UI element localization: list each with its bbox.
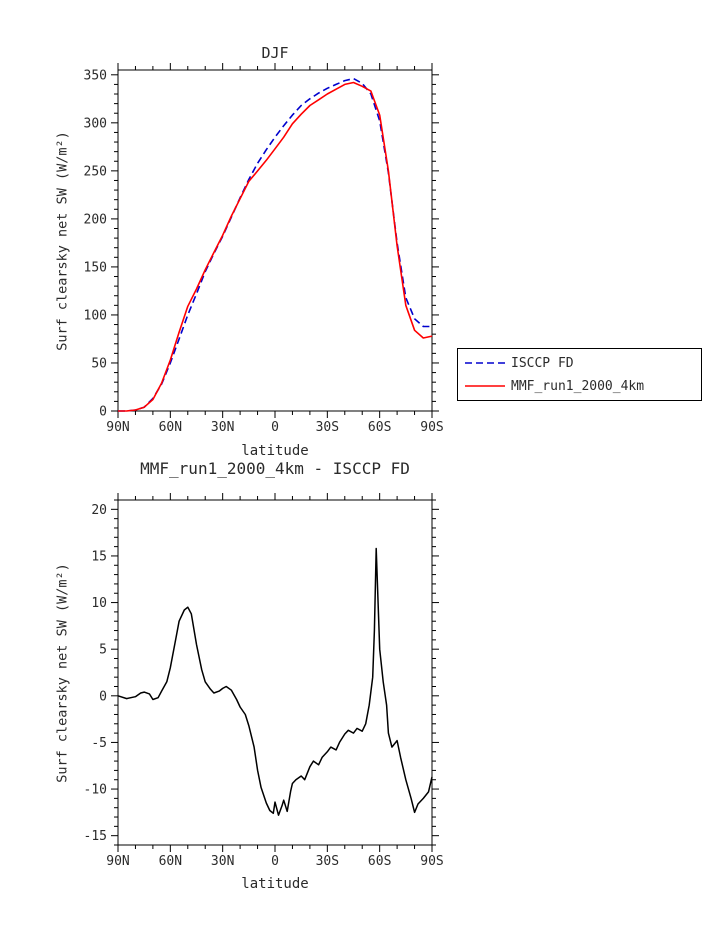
x-tick-label: 90N: [106, 854, 129, 869]
y-tick-label: 100: [84, 308, 107, 323]
y-tick-label: 5: [99, 643, 107, 658]
x-tick-label: 90S: [420, 854, 443, 869]
x-tick-label: 30N: [211, 854, 234, 869]
difference-line: [117, 547, 433, 816]
y-tick-label: 50: [91, 356, 107, 371]
y-tick-label: 20: [91, 503, 107, 518]
y-tick-label: 200: [84, 212, 107, 227]
legend: ISCCP FD MMF_run1_2000_4km: [457, 348, 702, 401]
y-tick-label: 10: [91, 596, 107, 611]
x-tick-label: 0: [271, 854, 279, 869]
top-chart-title: DJF: [261, 44, 289, 62]
legend-label-isccp-fd: ISCCP FD: [511, 355, 574, 371]
top-chart-xlabel: latitude: [241, 443, 309, 459]
isccp-fd-line: [118, 77, 432, 412]
plot-frame: [117, 69, 433, 412]
x-tick-label: 60N: [159, 854, 182, 869]
x-tick-label: 60S: [368, 420, 391, 435]
x-tick-label: 30S: [316, 420, 339, 435]
y-tick-label: -10: [84, 783, 107, 798]
plot-frame: [117, 499, 433, 846]
x-tick-label: 30N: [211, 420, 234, 435]
legend-item-mmf-run1: MMF_run1_2000_4km: [463, 376, 696, 396]
x-tick-label: 0: [271, 420, 279, 435]
y-tick-label: 15: [91, 549, 107, 564]
x-tick-label: 60S: [368, 854, 391, 869]
mmf-run1-line: [118, 81, 433, 412]
bottom-chart-ylabel: Surf clearsky net SW (W/m²): [54, 563, 71, 783]
y-tick-label: 0: [99, 689, 107, 704]
y-tick-label: 150: [84, 260, 107, 275]
x-tick-label: 90S: [420, 420, 443, 435]
legend-item-isccp-fd: ISCCP FD: [463, 353, 696, 373]
top-chart-ylabel: Surf clearsky net SW (W/m²): [54, 131, 71, 351]
x-tick-label: 90N: [106, 420, 129, 435]
x-tick-label: 30S: [316, 854, 339, 869]
isccp-fd-line-sample-icon: [465, 362, 505, 364]
y-tick-label: 0: [99, 405, 107, 420]
y-tick-label: -5: [91, 736, 107, 751]
bottom-chart-title: MMF_run1_2000_4km - ISCCP FD: [140, 459, 410, 478]
bottom-chart-xlabel: latitude: [241, 876, 309, 892]
y-tick-label: -15: [84, 829, 107, 844]
mmf-run1-line-sample-icon: [465, 385, 505, 387]
y-tick-label: 350: [84, 68, 107, 83]
legend-label-mmf-run1: MMF_run1_2000_4km: [511, 378, 645, 394]
y-tick-label: 250: [84, 164, 107, 179]
y-tick-label: 300: [84, 116, 107, 131]
x-tick-label: 60N: [159, 420, 182, 435]
